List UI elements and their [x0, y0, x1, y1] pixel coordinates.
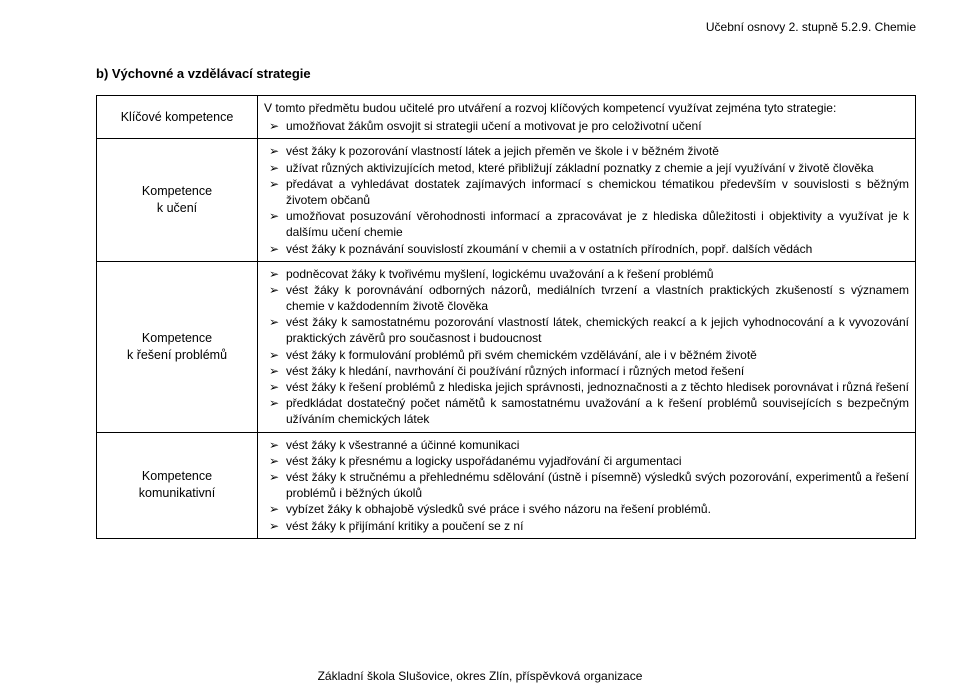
header-right: Učební osnovy 2. stupně 5.2.9. Chemie	[706, 20, 916, 34]
bullet-item: vést žáky k přesnému a logicky uspořádan…	[264, 453, 909, 469]
bullet-item: vést žáky k samostatnému pozorování vlas…	[264, 314, 909, 346]
bullet-item: vést žáky k řešení problémů z hlediska j…	[264, 379, 909, 395]
row-label: Klíčové kompetence	[97, 96, 258, 139]
bullet-list: vést žáky k všestranné a účinné komunika…	[264, 437, 909, 534]
table-row: Kompetencekomunikativní vést žáky k všest…	[97, 432, 916, 538]
bullet-item: vést žáky k porovnávání odborných názorů…	[264, 282, 909, 314]
bullet-item: předávat a vyhledávat dostatek zajímavýc…	[264, 176, 909, 208]
bullet-item: vést žáky k přijímání kritiky a poučení …	[264, 518, 909, 534]
row-content: podněcovat žáky k tvořivému myšlení, log…	[258, 261, 916, 432]
table-row: Klíčové kompetence V tomto předmětu budou…	[97, 96, 916, 139]
bullet-item: umožňovat posuzování věrohodnosti inform…	[264, 208, 909, 240]
page-footer: Základní škola Slušovice, okres Zlín, př…	[0, 669, 960, 683]
row-content: vést žáky k všestranné a účinné komunika…	[258, 432, 916, 538]
table-row: Kompetencek učení vést žáky k pozorování …	[97, 139, 916, 261]
row-content: vést žáky k pozorování vlastností látek …	[258, 139, 916, 261]
bullet-item: vést žáky k všestranné a účinné komunika…	[264, 437, 909, 453]
table-row: Kompetencek řešení problémů podněcovat žá…	[97, 261, 916, 432]
competencies-table: Klíčové kompetence V tomto předmětu budou…	[96, 95, 916, 539]
bullet-list: vést žáky k pozorování vlastností látek …	[264, 143, 909, 256]
row-label: Kompetencekomunikativní	[97, 432, 258, 538]
row-label: Kompetencek učení	[97, 139, 258, 261]
bullet-item: vést žáky k pozorování vlastností látek …	[264, 143, 909, 159]
bullet-item: vést žáky k poznávání souvislostí zkoumá…	[264, 241, 909, 257]
bullet-list: podněcovat žáky k tvořivému myšlení, log…	[264, 266, 909, 428]
bullet-item: vést žáky k formulování problémů při své…	[264, 347, 909, 363]
bullet-item: podněcovat žáky k tvořivému myšlení, log…	[264, 266, 909, 282]
bullet-item: vybízet žáky k obhajobě výsledků své prá…	[264, 501, 909, 517]
bullet-item: užívat různých aktivizujících metod, kte…	[264, 160, 909, 176]
bullet-item: vést žáky k hledání, navrhování či použí…	[264, 363, 909, 379]
bullet-item: vést žáky k stručnému a přehlednému sděl…	[264, 469, 909, 501]
bullet-item: předkládat dostatečný počet námětů k sam…	[264, 395, 909, 427]
row-intro: V tomto předmětu budou učitelé pro utvář…	[264, 100, 909, 116]
row-content: V tomto předmětu budou učitelé pro utvář…	[258, 96, 916, 139]
bullet-list: umožňovat žákům osvojit si strategii uče…	[264, 118, 909, 134]
page-heading: b) Výchovné a vzdělávací strategie	[96, 66, 916, 81]
bullet-item: umožňovat žákům osvojit si strategii uče…	[264, 118, 909, 134]
row-label: Kompetencek řešení problémů	[97, 261, 258, 432]
